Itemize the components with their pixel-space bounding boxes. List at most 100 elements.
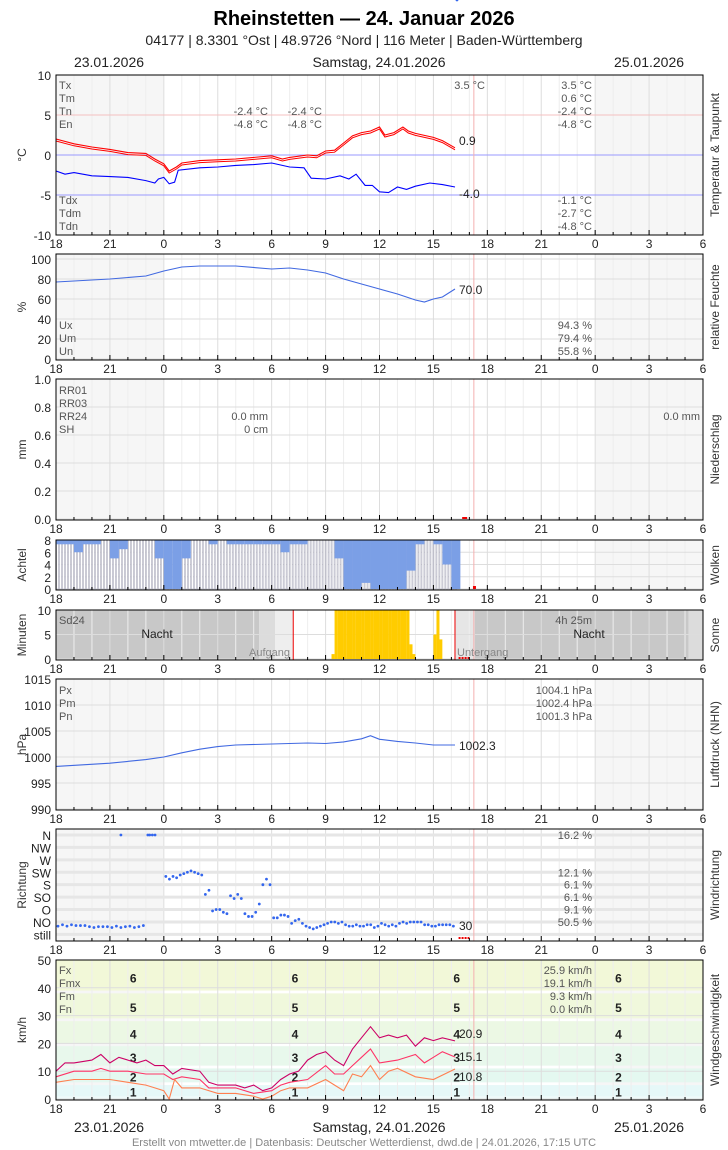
wind-direction-point	[225, 912, 229, 916]
y-tick-label: 80	[38, 273, 52, 287]
cloud-base-bar	[199, 539, 203, 590]
sun-bar	[400, 610, 404, 659]
last-value-label: 1002.3	[459, 739, 496, 753]
cloud-base-bar	[316, 539, 320, 590]
wind-direction-point	[416, 920, 419, 924]
y-tick-label: 1.0	[34, 373, 51, 387]
x-tick-label: 0	[592, 662, 599, 676]
y-tick-label: 30	[38, 1010, 52, 1024]
wind-direction-point	[119, 926, 123, 929]
cloud-bar	[361, 540, 371, 583]
cloud-base-bar	[208, 539, 212, 590]
y-tick-label: 0	[44, 653, 51, 667]
wind-direction-point	[318, 924, 322, 928]
y-tick-label: -5	[40, 189, 51, 203]
sun-bar	[394, 610, 398, 659]
x-tick-label: 0	[592, 943, 599, 957]
cloud-bar	[208, 540, 218, 545]
wind-direction-point	[132, 926, 136, 929]
y-tick-label: 5	[44, 629, 51, 643]
sun-bar	[334, 610, 338, 659]
series-line-T-max	[55, 128, 456, 174]
x-tick-label: 9	[322, 662, 329, 676]
wind-direction-point	[451, 924, 455, 928]
beaufort-number: 6	[615, 972, 622, 986]
sun-bar	[340, 610, 344, 659]
cloud-bar	[64, 540, 74, 545]
panel-title: Windgeschwindigkeit	[708, 973, 722, 1086]
x-tick-label: 3	[214, 362, 221, 376]
y-axis-label: Minuten	[15, 614, 29, 657]
wind-direction-point	[354, 923, 358, 927]
x-tick-label: 21	[103, 812, 117, 826]
cloud-bar	[118, 540, 128, 550]
snow-height-value: 0 cm	[244, 424, 268, 436]
wind-direction-point	[372, 926, 376, 929]
tdn-label: Tdn	[59, 221, 78, 233]
cloud-base-bar	[89, 539, 92, 590]
sun-bar	[382, 610, 386, 659]
cloud-base-bar	[253, 539, 257, 590]
cloud-base-bar	[137, 539, 140, 590]
wind-direction-point	[301, 921, 304, 925]
un-label: Un	[59, 346, 73, 358]
wind-direction-point	[369, 923, 373, 927]
x-tick-label: 18	[481, 362, 495, 376]
y-tick-label: 0	[44, 583, 51, 597]
last-value-label: 30	[459, 919, 473, 933]
cloud-bar	[244, 540, 254, 545]
sun-bar	[406, 610, 410, 659]
cloud-base-bar	[229, 539, 233, 590]
cloud-bar	[334, 540, 344, 559]
cloud-base-bar	[277, 539, 281, 590]
x-tick-label: 18	[49, 362, 63, 376]
wind-direction-point	[168, 877, 171, 881]
wind-direction-point	[275, 916, 279, 920]
cloud-base-bar	[304, 539, 308, 590]
cloud-base-bar	[223, 539, 227, 590]
x-tick-label: 0	[592, 237, 599, 251]
x-tick-label: 21	[103, 943, 117, 957]
cloud-bar	[397, 540, 407, 589]
wind-direction-point	[297, 917, 301, 921]
cloud-base-bar	[146, 539, 149, 590]
x-tick-label: 6	[268, 592, 275, 606]
beaufort-number: 2	[130, 1070, 137, 1084]
ux-value: 94.3 %	[558, 320, 592, 332]
y-tick-label: 100	[31, 253, 51, 267]
y-tick-label: 40	[38, 982, 52, 996]
x-tick-label: 3	[214, 943, 221, 957]
series-line-P	[55, 735, 455, 767]
pm-value: 1002.4 hPa	[536, 698, 593, 710]
cloud-base-bar	[427, 539, 431, 590]
wind-direction-point	[164, 875, 168, 878]
x-tick-label: 18	[49, 812, 63, 826]
footer-credits: Erstellt von mtwetter.de | Datenbasis: D…	[132, 1137, 596, 1149]
date-center: Samstag, 24.01.2026	[312, 54, 445, 70]
wind-direction-point	[448, 923, 452, 927]
x-tick-label: 3	[646, 1102, 653, 1116]
wind-direction-point	[189, 869, 193, 873]
x-tick-label: 9	[322, 522, 329, 536]
beaufort-number: 2	[292, 1070, 299, 1084]
cloud-base-bar	[241, 539, 245, 590]
wind-direction-point	[444, 923, 448, 927]
wind-direction-point	[221, 910, 225, 914]
wind-direction-point	[175, 876, 179, 880]
beaufort-number: 5	[292, 1001, 299, 1015]
x-tick-label: 3	[214, 592, 221, 606]
beaufort-number: 4	[292, 1027, 299, 1041]
en-day1-value: -4.8 °C	[234, 119, 268, 131]
y-axis-label: Richtung	[15, 861, 29, 908]
x-tick-label: 0	[592, 522, 599, 536]
um-value: 79.4 %	[558, 333, 592, 345]
cloud-base-bar	[211, 539, 215, 590]
x-tick-label: 21	[103, 662, 117, 676]
x-tick-label: 6	[268, 362, 275, 376]
x-tick-label: 18	[49, 237, 63, 251]
cloud-bar	[262, 540, 272, 545]
x-tick-label: 6	[700, 662, 707, 676]
